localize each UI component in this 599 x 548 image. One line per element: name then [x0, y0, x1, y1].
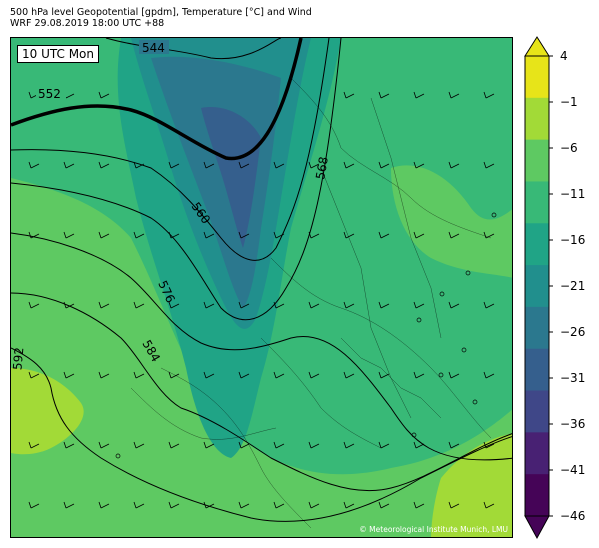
colorbar-tick-label: −1 — [560, 95, 578, 109]
colorbar-tick-label: −16 — [560, 233, 586, 247]
chart-subtitle: WRF 29.08.2019 18:00 UTC +88 — [10, 18, 165, 29]
city-markers — [115, 212, 497, 459]
colorbar-tick-label: −36 — [560, 417, 586, 431]
colorbar-tick-label: −46 — [560, 509, 586, 523]
colorbar-tick-label: −41 — [560, 463, 586, 477]
credit-text: © Meteorological Institute Munich, LMU — [359, 525, 508, 534]
colorbar-segment — [525, 265, 549, 308]
contour-label-544: 544 — [142, 41, 165, 55]
colorbar-segments — [525, 56, 549, 517]
colorbar-segment — [525, 306, 549, 350]
colorbar-segment — [525, 97, 549, 141]
contour-label-552: 552 — [38, 87, 61, 101]
colorbar-segment — [525, 56, 549, 99]
colorbar-tick-label: −21 — [560, 279, 586, 293]
warm-field — [11, 178, 512, 537]
colorbar-segment — [525, 390, 549, 433]
colorbar-tick-label: −11 — [560, 187, 586, 201]
contour-label-592: 592 — [11, 347, 26, 371]
colorbar-ticks — [549, 55, 553, 517]
chart-title: 500 hPa level Geopotential [gpdm], Tempe… — [10, 7, 312, 18]
colorbar-tick-label: −6 — [560, 141, 578, 155]
coldest-field — [201, 107, 261, 248]
colorbar-segment — [525, 139, 549, 182]
country-borders — [130, 77, 492, 529]
colorbar — [524, 36, 553, 540]
colorbar-tick-label: −26 — [560, 325, 586, 339]
map-panel: 544 552 560 568 576 584 592 10 UTC Mon ©… — [10, 37, 513, 538]
colorbar-top-arrow — [524, 36, 550, 57]
geopotential-contours — [11, 38, 512, 522]
colder-field — [151, 56, 281, 308]
contour-label-568: 568 — [313, 156, 331, 181]
colorbar-segment — [525, 432, 549, 475]
colorbar-segment — [525, 223, 549, 266]
colorbar-segment — [525, 181, 549, 224]
colorbar-tick-label: −31 — [560, 371, 586, 385]
colorbar-segment — [525, 474, 549, 517]
map-canvas: 544 552 560 568 576 584 592 — [11, 38, 512, 537]
colorbar-segment — [525, 348, 549, 392]
colorbar-bottom-arrow — [524, 515, 550, 540]
wind-barbs — [28, 91, 495, 509]
warm-patch-east — [391, 165, 512, 278]
warmest-field-west — [11, 368, 84, 455]
colorbar-tick-label: 4 — [560, 49, 568, 63]
time-label: 10 UTC Mon — [17, 45, 99, 63]
